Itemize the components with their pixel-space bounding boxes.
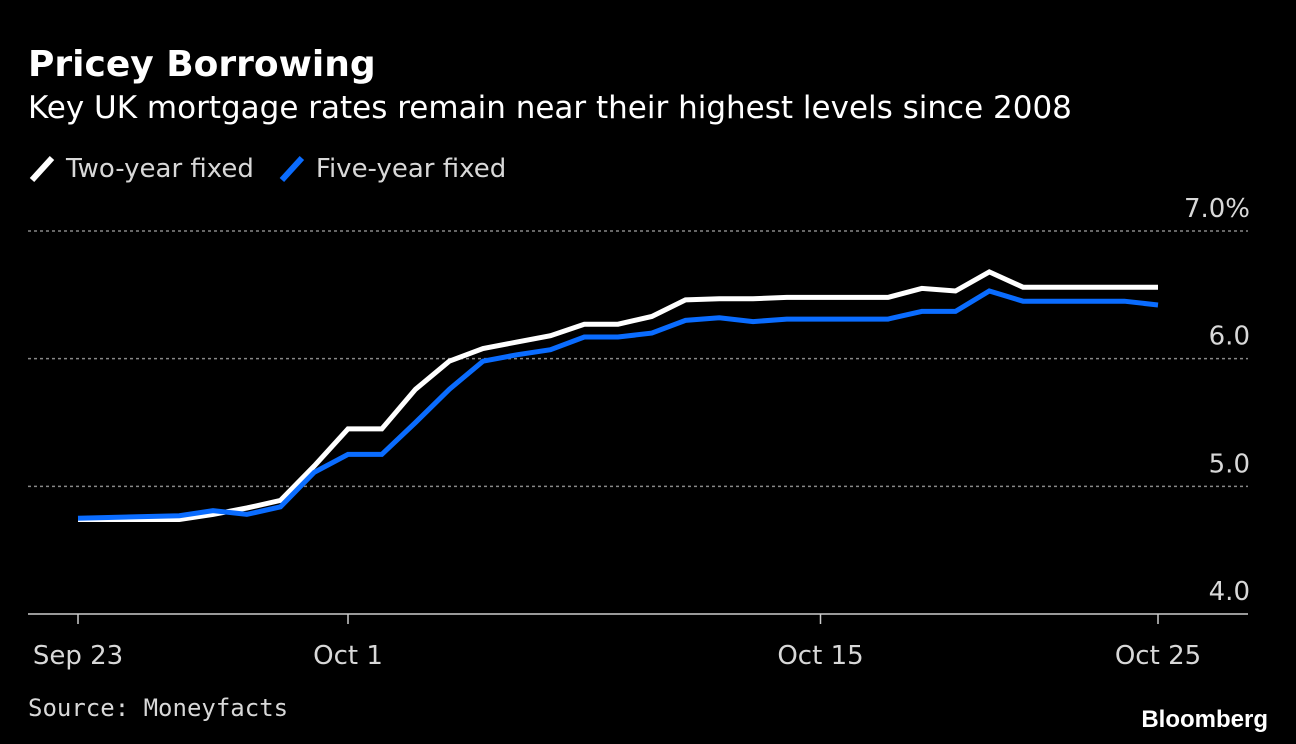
x-tick-label: Oct 25 <box>1115 641 1201 671</box>
y-tick-label: 7.0% <box>1184 194 1250 224</box>
chart-subtitle: Key UK mortgage rates remain near their … <box>28 90 1072 126</box>
y-tick-label: 6.0 <box>1209 322 1250 352</box>
legend-label: Five-year fixed <box>316 154 506 184</box>
chart-title: Pricey Borrowing <box>28 44 376 85</box>
y-tick-label: 4.0 <box>1209 577 1250 607</box>
x-tick-label: Oct 1 <box>313 641 383 671</box>
source: Source: Moneyfacts <box>28 694 288 722</box>
legend-swatch <box>29 155 55 183</box>
x-tick-label: Sep 23 <box>33 641 123 671</box>
line <box>77 288 1159 521</box>
legend-label: Two-year fixed <box>65 154 254 184</box>
y-tick-label: 5.0 <box>1209 449 1250 479</box>
x-tick-label: Oct 15 <box>777 641 863 671</box>
line <box>78 269 1158 522</box>
legend-swatch <box>279 155 305 183</box>
brand: Bloomberg <box>1141 706 1268 733</box>
